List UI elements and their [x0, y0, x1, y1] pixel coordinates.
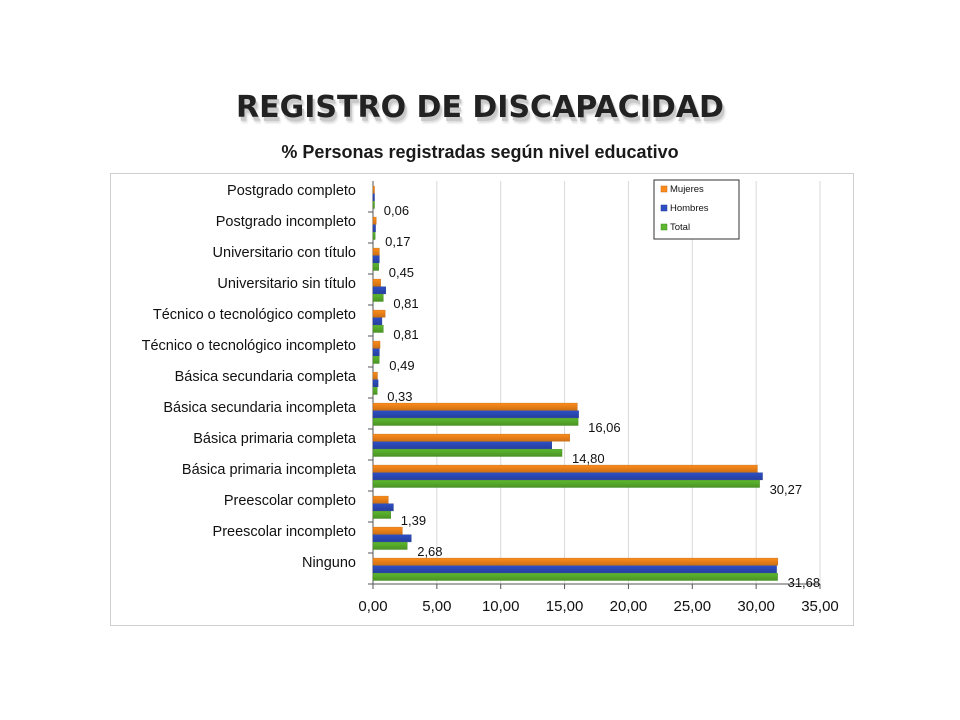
legend-label-hombres: Hombres [670, 203, 709, 214]
bar-mujeres [372, 371, 378, 380]
x-tick-label: 10,00 [482, 598, 520, 615]
bar-hombres [372, 317, 383, 326]
category-label: Básica secundaria incompleta [163, 400, 357, 416]
x-tick-label: 20,00 [610, 598, 648, 615]
x-tick-label: 5,00 [422, 598, 451, 615]
bar-total [372, 542, 408, 550]
bar-mujeres [372, 433, 570, 442]
bar-mujeres [372, 557, 779, 566]
legend-label-mujeres: Mujeres [670, 184, 704, 195]
bar-mujeres [372, 495, 389, 504]
bar-hombres [372, 534, 412, 543]
bar-total [372, 232, 376, 240]
data-label: 0,49 [389, 358, 414, 373]
legend-box [653, 179, 740, 240]
bar-total [372, 418, 579, 426]
bar-hombres [372, 255, 380, 264]
category-label: Ninguno [302, 555, 356, 571]
category-label: Postgrado completo [227, 183, 356, 199]
data-label: 14,80 [572, 451, 605, 466]
data-label: 0,81 [393, 327, 418, 342]
bar-hombres [372, 224, 376, 233]
category-label: Preescolar incompleto [213, 524, 356, 540]
bar-mujeres [372, 402, 578, 411]
bar-total [372, 511, 391, 519]
bar-total [372, 294, 384, 302]
bar-mujeres [372, 185, 375, 194]
bar-hombres [372, 565, 777, 574]
legend-swatch-total [660, 223, 668, 231]
bar-hombres [372, 410, 579, 419]
bar-total [372, 480, 760, 488]
bar-hombres [372, 193, 375, 202]
x-tick-label: 35,00 [801, 598, 839, 615]
category-label: Básica primaria completa [193, 431, 357, 447]
category-label: Preescolar completo [224, 493, 356, 509]
bar-hombres [372, 379, 379, 388]
x-tick-label: 15,00 [546, 598, 584, 615]
bar-mujeres [372, 216, 377, 225]
bar-mujeres [372, 309, 386, 318]
bar-total [372, 356, 380, 364]
x-tick-label: 0,00 [358, 598, 387, 615]
page-title: REGISTRO DE DISCAPACIDAD [236, 90, 724, 125]
category-label: Básica primaria incompleta [182, 462, 357, 478]
data-label: 30,27 [770, 482, 803, 497]
data-label: 1,39 [401, 513, 426, 528]
chart-subtitle: % Personas registradas según nivel educa… [281, 142, 679, 162]
bar-hombres [372, 472, 763, 481]
data-label: 16,06 [588, 420, 621, 435]
category-label: Universitario sin título [217, 276, 356, 292]
bar-mujeres [372, 278, 381, 287]
bar-total [372, 449, 563, 457]
category-label: Técnico o tecnológico completo [153, 307, 356, 323]
category-label: Postgrado incompleto [216, 214, 356, 230]
data-label: 0,17 [385, 234, 410, 249]
bar-hombres [372, 441, 553, 450]
bar-total [372, 325, 384, 333]
data-label: 2,68 [417, 544, 442, 559]
bar-mujeres [372, 526, 403, 535]
bar-total [372, 573, 778, 581]
x-tick-label: 30,00 [737, 598, 775, 615]
category-label: Universitario con título [213, 245, 356, 261]
x-tick-label: 25,00 [674, 598, 712, 615]
data-label: 31,68 [788, 575, 821, 590]
legend-swatch-mujeres [660, 185, 668, 193]
bar-total [372, 387, 378, 395]
bar-hombres [372, 503, 394, 512]
bar-hombres [372, 286, 386, 295]
bar-total [372, 263, 379, 271]
bar-hombres [372, 348, 380, 357]
bar-total [372, 201, 375, 209]
category-label: Básica secundaria completa [175, 369, 357, 385]
data-label: 0,06 [384, 203, 409, 218]
legend-label-total: Total [670, 222, 690, 233]
chart-frame [110, 173, 854, 626]
bar-mujeres [372, 464, 758, 473]
bar-mujeres [372, 247, 380, 256]
data-label: 0,33 [387, 389, 412, 404]
bar-mujeres [372, 340, 381, 349]
category-label: Técnico o tecnológico incompleto [142, 338, 356, 354]
data-label: 0,81 [393, 296, 418, 311]
data-label: 0,45 [389, 265, 414, 280]
legend-swatch-hombres [660, 204, 668, 212]
